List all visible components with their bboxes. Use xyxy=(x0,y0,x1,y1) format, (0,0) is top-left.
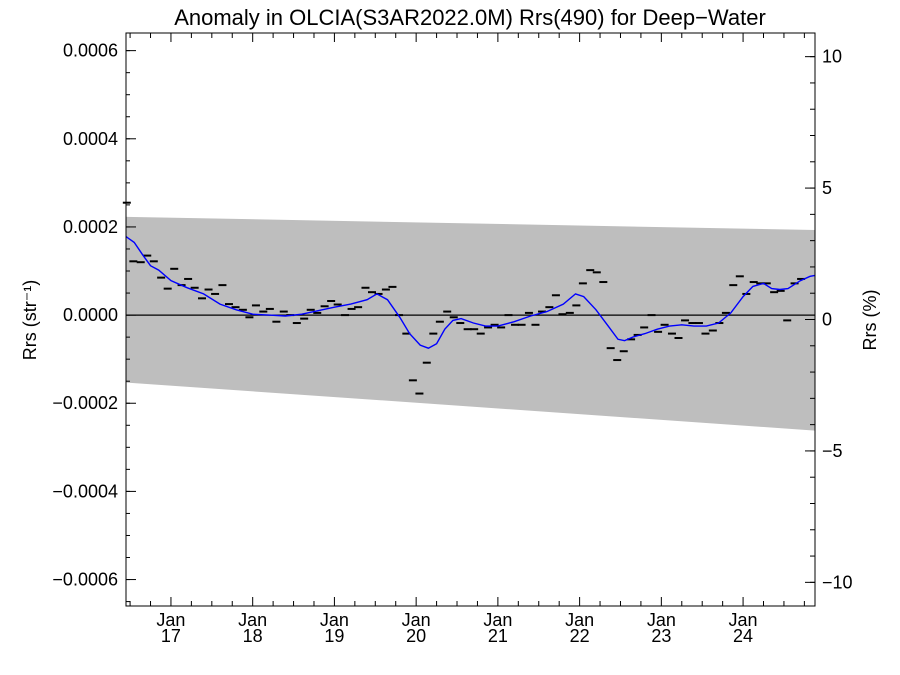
right-tick-label: 0 xyxy=(822,310,832,330)
x-tick-label-month: Jan xyxy=(156,610,185,630)
x-tick-label-year: 18 xyxy=(243,626,263,646)
x-tick-label-month: Jan xyxy=(320,610,349,630)
left-axis-label: Rrs (str⁻¹) xyxy=(20,280,40,360)
uncertainty-band xyxy=(126,216,815,431)
x-tick-label-month: Jan xyxy=(647,610,676,630)
right-tick-label: 10 xyxy=(822,47,842,67)
left-tick-label: −0.0002 xyxy=(52,393,118,413)
plot-area xyxy=(122,201,816,431)
x-tick-label-month: Jan xyxy=(729,610,758,630)
x-tick-label-month: Jan xyxy=(565,610,594,630)
x-tick-label-month: Jan xyxy=(483,610,512,630)
left-tick-label: −0.0006 xyxy=(52,570,118,590)
right-tick-label: 5 xyxy=(822,178,832,198)
left-tick-label: 0.0006 xyxy=(63,41,118,61)
x-tick-label-year: 24 xyxy=(733,626,753,646)
x-tick-label-year: 20 xyxy=(406,626,426,646)
x-tick-label-year: 17 xyxy=(161,626,181,646)
axes: 0.0006 0.0004 0.0002 0.0000 −0.0002 −0.0004 −0… xyxy=(52,32,853,646)
right-tick-label: −10 xyxy=(822,572,853,592)
left-tick-label: −0.0004 xyxy=(52,481,118,501)
x-tick-label-month: Jan xyxy=(402,610,431,630)
x-tick-label-month: Jan xyxy=(238,610,267,630)
left-tick-label: 0.0004 xyxy=(63,129,118,149)
chart-title: Anomaly in OLCIA(S3AR2022.0M) Rrs(490) f… xyxy=(174,5,766,30)
x-tick-label-year: 22 xyxy=(570,626,590,646)
left-tick-label: 0.0002 xyxy=(63,217,118,237)
left-tick-label: 0.0000 xyxy=(63,305,118,325)
x-tick-label-year: 19 xyxy=(324,626,344,646)
right-tick-label: −5 xyxy=(822,441,843,461)
x-tick-label-year: 23 xyxy=(651,626,671,646)
right-axis-label: Rrs (%) xyxy=(860,290,880,351)
x-tick-label-year: 21 xyxy=(488,626,508,646)
running-mean-line xyxy=(125,236,816,349)
monthly-anomaly-series xyxy=(122,201,806,395)
